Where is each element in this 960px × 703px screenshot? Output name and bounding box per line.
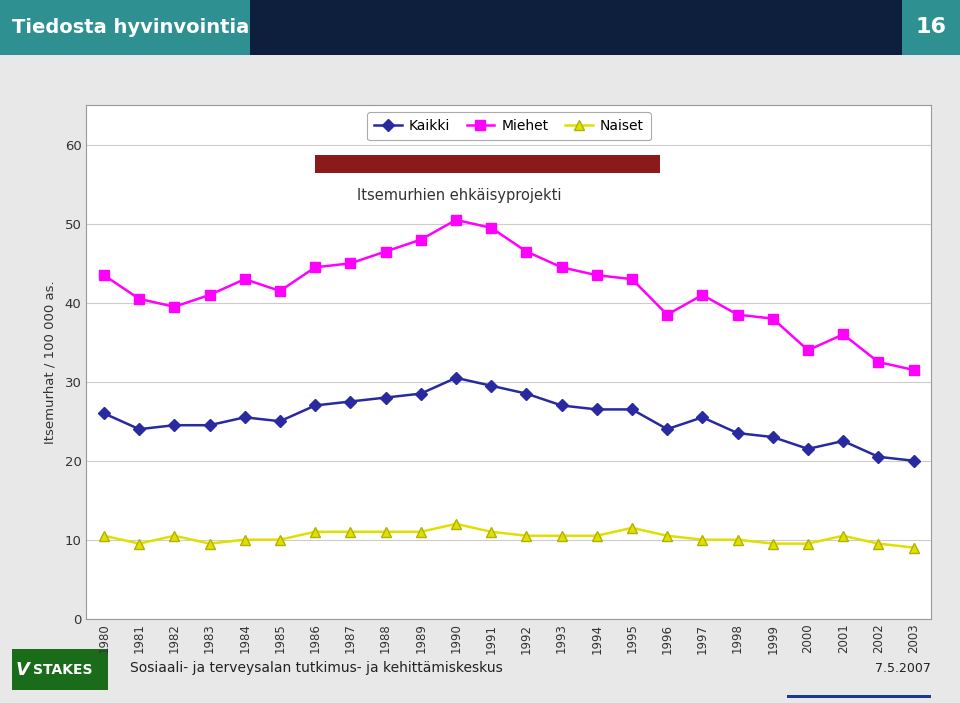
Bar	[12, 649, 108, 690]
Text: Sosiaali- ja terveysalan tutkimus- ja kehittämiskeskus: Sosiaali- ja terveysalan tutkimus- ja ke…	[130, 662, 502, 676]
Naiset	[450, 520, 462, 528]
Miehet	[239, 275, 251, 283]
Miehet	[661, 311, 673, 319]
Kaikki	[380, 394, 392, 402]
Kaikki	[873, 453, 884, 461]
Naiset	[697, 536, 708, 544]
Naiset	[239, 536, 251, 544]
Naiset	[767, 539, 779, 548]
Miehet	[275, 287, 286, 295]
Naiset	[345, 527, 356, 536]
Miehet	[380, 247, 392, 256]
Miehet	[591, 271, 603, 279]
Kaikki	[486, 382, 497, 390]
Kaikki	[591, 405, 603, 413]
Miehet	[873, 358, 884, 366]
Naiset	[803, 539, 814, 548]
Miehet	[98, 271, 109, 279]
Text: V: V	[15, 661, 29, 678]
Kaikki	[520, 389, 532, 398]
Line: Naiset: Naiset	[99, 519, 919, 553]
Naiset	[169, 531, 180, 540]
Y-axis label: Itsemurhat / 100 000 as.: Itsemurhat / 100 000 as.	[43, 280, 57, 444]
Bar	[250, 0, 902, 55]
Miehet	[626, 275, 637, 283]
Text: Tiedosta hyvinvointia: Tiedosta hyvinvointia	[12, 18, 249, 37]
Legend: Kaikki, Miehet, Naiset: Kaikki, Miehet, Naiset	[367, 112, 651, 141]
Miehet	[908, 366, 920, 374]
Bar	[902, 0, 960, 55]
Naiset	[415, 527, 426, 536]
Naiset	[908, 543, 920, 552]
Bar	[0, 0, 250, 55]
Kaikki	[556, 401, 567, 410]
Kaikki	[133, 425, 145, 433]
Miehet	[697, 291, 708, 299]
Miehet	[169, 302, 180, 311]
Naiset	[556, 531, 567, 540]
Naiset	[275, 536, 286, 544]
Naiset	[520, 531, 532, 540]
Miehet	[486, 224, 497, 232]
Kaikki	[908, 456, 920, 465]
Miehet	[767, 314, 779, 323]
Kaikki	[697, 413, 708, 422]
Naiset	[486, 527, 497, 536]
Kaikki	[98, 409, 109, 418]
Miehet	[309, 263, 321, 271]
Kaikki	[767, 433, 779, 441]
Miehet	[556, 263, 567, 271]
Miehet	[803, 346, 814, 354]
Text: STAKES: STAKES	[33, 663, 92, 676]
Naiset	[873, 539, 884, 548]
Miehet	[345, 259, 356, 268]
Kaikki	[239, 413, 251, 422]
Naiset	[837, 531, 849, 540]
Bar	[315, 155, 660, 172]
Miehet	[204, 291, 215, 299]
Kaikki	[837, 437, 849, 445]
Kaikki	[450, 373, 462, 382]
Naiset	[380, 527, 392, 536]
Miehet	[450, 216, 462, 224]
Naiset	[309, 527, 321, 536]
Naiset	[204, 539, 215, 548]
Naiset	[661, 531, 673, 540]
Text: 16: 16	[916, 18, 947, 37]
Kaikki	[803, 445, 814, 453]
Naiset	[626, 524, 637, 532]
Miehet	[133, 295, 145, 303]
Miehet	[837, 330, 849, 339]
Bar	[787, 695, 931, 697]
Miehet	[520, 247, 532, 256]
Kaikki	[415, 389, 426, 398]
Text: 7.5.2007: 7.5.2007	[876, 662, 931, 675]
Miehet	[415, 236, 426, 244]
Kaikki	[626, 405, 637, 413]
Kaikki	[169, 421, 180, 430]
Kaikki	[275, 417, 286, 425]
Naiset	[133, 539, 145, 548]
Kaikki	[661, 425, 673, 433]
Naiset	[732, 536, 743, 544]
Kaikki	[345, 397, 356, 406]
Naiset	[98, 531, 109, 540]
Kaikki	[309, 401, 321, 410]
Line: Miehet: Miehet	[99, 215, 919, 375]
Line: Kaikki: Kaikki	[100, 374, 918, 465]
Naiset	[591, 531, 603, 540]
Kaikki	[204, 421, 215, 430]
Text: Itsemurhien ehkäisyprojekti: Itsemurhien ehkäisyprojekti	[357, 188, 562, 203]
Miehet	[732, 311, 743, 319]
Kaikki	[732, 429, 743, 437]
